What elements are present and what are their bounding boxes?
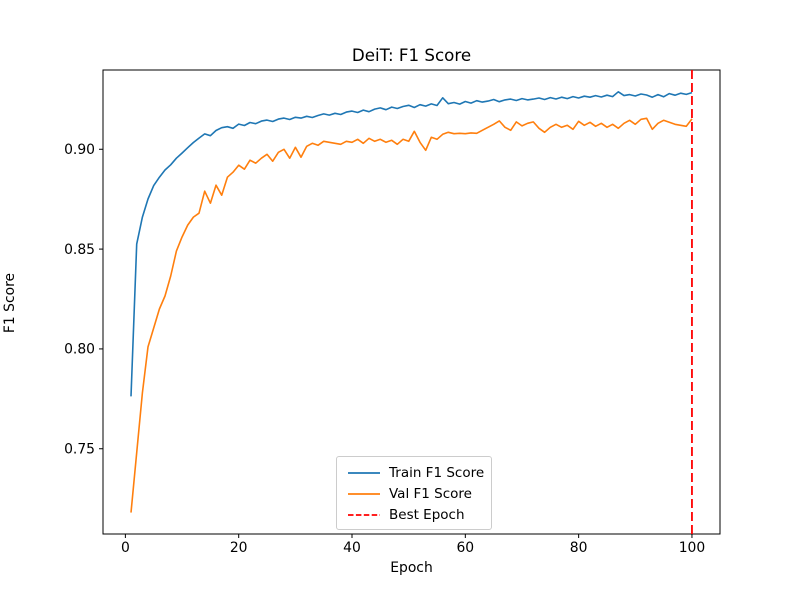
legend-item-best-epoch: Best Epoch [337, 504, 491, 525]
y-tick-label: 0.85 [64, 242, 95, 258]
val-line [130, 117, 693, 513]
y-tick-label: 0.80 [64, 342, 95, 358]
legend-item-train: Train F1 Score [337, 462, 491, 483]
axes-spines [102, 69, 721, 535]
legend-label-train: Train F1 Score [389, 464, 485, 481]
x-tick-label: 100 [679, 540, 706, 556]
x-tick-label: 80 [570, 540, 588, 556]
train-line [130, 91, 693, 397]
val-line-swatch [348, 492, 380, 495]
x-tick-label: 20 [230, 540, 248, 556]
best-epoch-line-swatch [348, 513, 380, 516]
x-tick-label: 60 [456, 540, 474, 556]
x-axis-label: Epoch [390, 560, 433, 576]
chart-title: DeiT: F1 Score [351, 45, 472, 65]
y-tick-label: 0.90 [64, 142, 95, 158]
train-line-swatch [348, 471, 380, 474]
y-axis-label: F1 Score [2, 272, 18, 334]
y-tick-label: 0.75 [64, 442, 95, 458]
x-tick-label: 0 [121, 540, 130, 556]
legend: Train F1 Score Val F1 Score Best Epoch [336, 456, 492, 530]
legend-item-val: Val F1 Score [337, 483, 491, 504]
x-tick-label: 40 [343, 540, 361, 556]
legend-label-val: Val F1 Score [389, 485, 472, 502]
legend-label-best-epoch: Best Epoch [389, 506, 465, 523]
